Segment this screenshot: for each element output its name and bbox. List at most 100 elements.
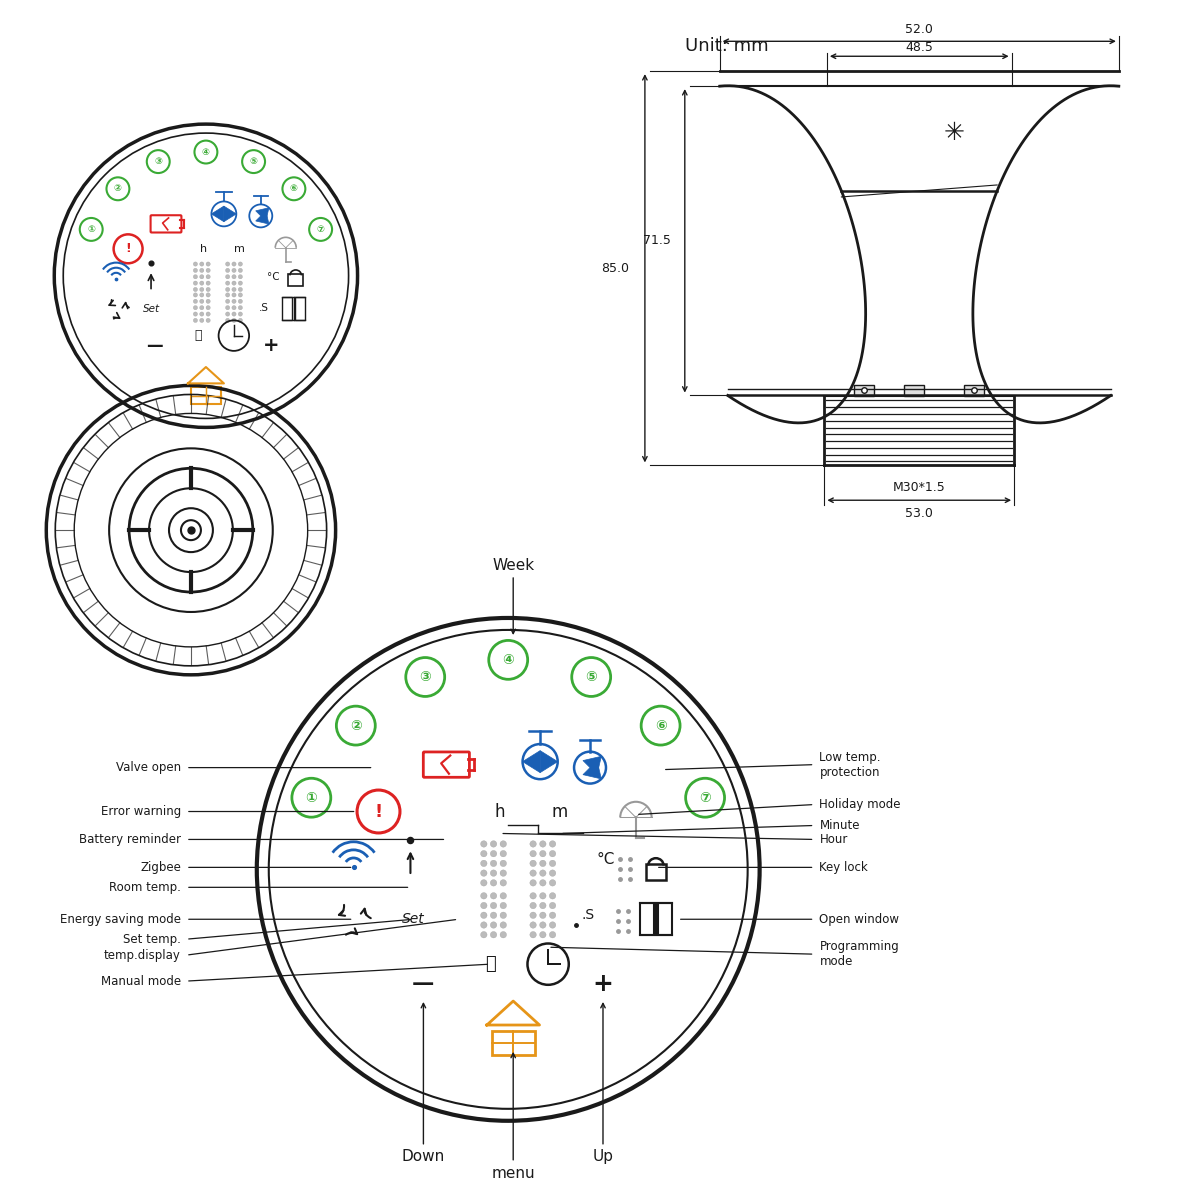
Circle shape: [530, 893, 536, 899]
Circle shape: [550, 893, 556, 899]
Circle shape: [550, 931, 556, 938]
Circle shape: [530, 841, 536, 847]
Circle shape: [480, 922, 487, 929]
Circle shape: [540, 860, 546, 866]
Circle shape: [540, 880, 546, 886]
Bar: [191, 388, 221, 404]
Circle shape: [226, 293, 229, 298]
Circle shape: [226, 269, 229, 272]
Circle shape: [232, 262, 236, 266]
Bar: [658, 904, 672, 935]
Text: m: m: [234, 244, 245, 254]
Text: Up: Up: [593, 1148, 613, 1164]
Circle shape: [550, 880, 556, 886]
Circle shape: [540, 893, 546, 899]
Circle shape: [530, 860, 536, 866]
Bar: [905, 384, 924, 396]
Circle shape: [491, 870, 497, 876]
Text: !: !: [125, 242, 131, 256]
Text: Programming
mode: Programming mode: [820, 940, 899, 968]
Text: °C: °C: [596, 852, 616, 866]
Circle shape: [550, 922, 556, 929]
Circle shape: [540, 912, 546, 918]
Circle shape: [491, 860, 497, 866]
Text: Week: Week: [492, 558, 534, 574]
Circle shape: [540, 902, 546, 908]
Circle shape: [199, 269, 204, 272]
Text: Hour: Hour: [820, 833, 848, 846]
Circle shape: [193, 269, 198, 272]
Circle shape: [232, 269, 236, 272]
Circle shape: [226, 306, 229, 310]
Text: 52.0: 52.0: [905, 23, 934, 36]
Text: .S: .S: [582, 908, 594, 923]
Circle shape: [500, 931, 506, 938]
Circle shape: [491, 841, 497, 847]
Bar: [295, 298, 305, 320]
Circle shape: [226, 281, 229, 286]
FancyBboxPatch shape: [150, 215, 181, 233]
Text: Energy saving mode: Energy saving mode: [60, 913, 181, 925]
Text: ②: ②: [114, 185, 122, 193]
Text: ③: ③: [155, 157, 162, 166]
Circle shape: [530, 902, 536, 908]
Circle shape: [480, 893, 487, 899]
Circle shape: [199, 287, 204, 292]
Circle shape: [239, 275, 242, 278]
Circle shape: [239, 299, 242, 304]
Bar: [646, 864, 666, 881]
Text: Manual mode: Manual mode: [101, 974, 181, 988]
Circle shape: [193, 275, 198, 278]
Circle shape: [199, 281, 204, 286]
Circle shape: [480, 870, 487, 876]
Circle shape: [480, 851, 487, 857]
Circle shape: [239, 287, 242, 292]
Circle shape: [206, 269, 210, 272]
Circle shape: [226, 287, 229, 292]
Circle shape: [239, 312, 242, 316]
Circle shape: [199, 318, 204, 323]
Polygon shape: [224, 206, 236, 222]
Text: temp.display: temp.display: [104, 949, 181, 961]
Circle shape: [232, 287, 236, 292]
Circle shape: [232, 299, 236, 304]
Polygon shape: [211, 206, 224, 222]
Text: ②: ②: [350, 719, 361, 732]
Circle shape: [199, 299, 204, 304]
Circle shape: [530, 880, 536, 886]
Text: !: !: [374, 803, 383, 821]
Text: m: m: [552, 803, 569, 821]
Circle shape: [239, 262, 242, 266]
Circle shape: [540, 870, 546, 876]
Text: Unit: mm: Unit: mm: [685, 37, 768, 55]
Text: Open window: Open window: [820, 913, 900, 925]
Circle shape: [193, 318, 198, 323]
Bar: [854, 384, 875, 396]
Text: h: h: [200, 244, 208, 254]
Text: ④: ④: [503, 653, 514, 667]
Circle shape: [480, 902, 487, 908]
Circle shape: [500, 860, 506, 866]
Text: ⑦: ⑦: [700, 791, 710, 805]
Circle shape: [480, 841, 487, 847]
Circle shape: [226, 318, 229, 323]
Circle shape: [193, 299, 198, 304]
Text: ✋: ✋: [194, 329, 202, 342]
Text: Set: Set: [402, 912, 425, 926]
Circle shape: [193, 262, 198, 266]
Circle shape: [193, 293, 198, 298]
Text: ✋: ✋: [485, 955, 496, 973]
Polygon shape: [256, 211, 269, 224]
Bar: [964, 384, 984, 396]
Circle shape: [199, 312, 204, 316]
Circle shape: [232, 275, 236, 278]
Circle shape: [550, 841, 556, 847]
Circle shape: [530, 851, 536, 857]
Circle shape: [500, 902, 506, 908]
Polygon shape: [583, 761, 601, 779]
Circle shape: [530, 931, 536, 938]
Text: ⑦: ⑦: [317, 224, 325, 234]
Circle shape: [530, 870, 536, 876]
Circle shape: [500, 851, 506, 857]
Circle shape: [491, 902, 497, 908]
